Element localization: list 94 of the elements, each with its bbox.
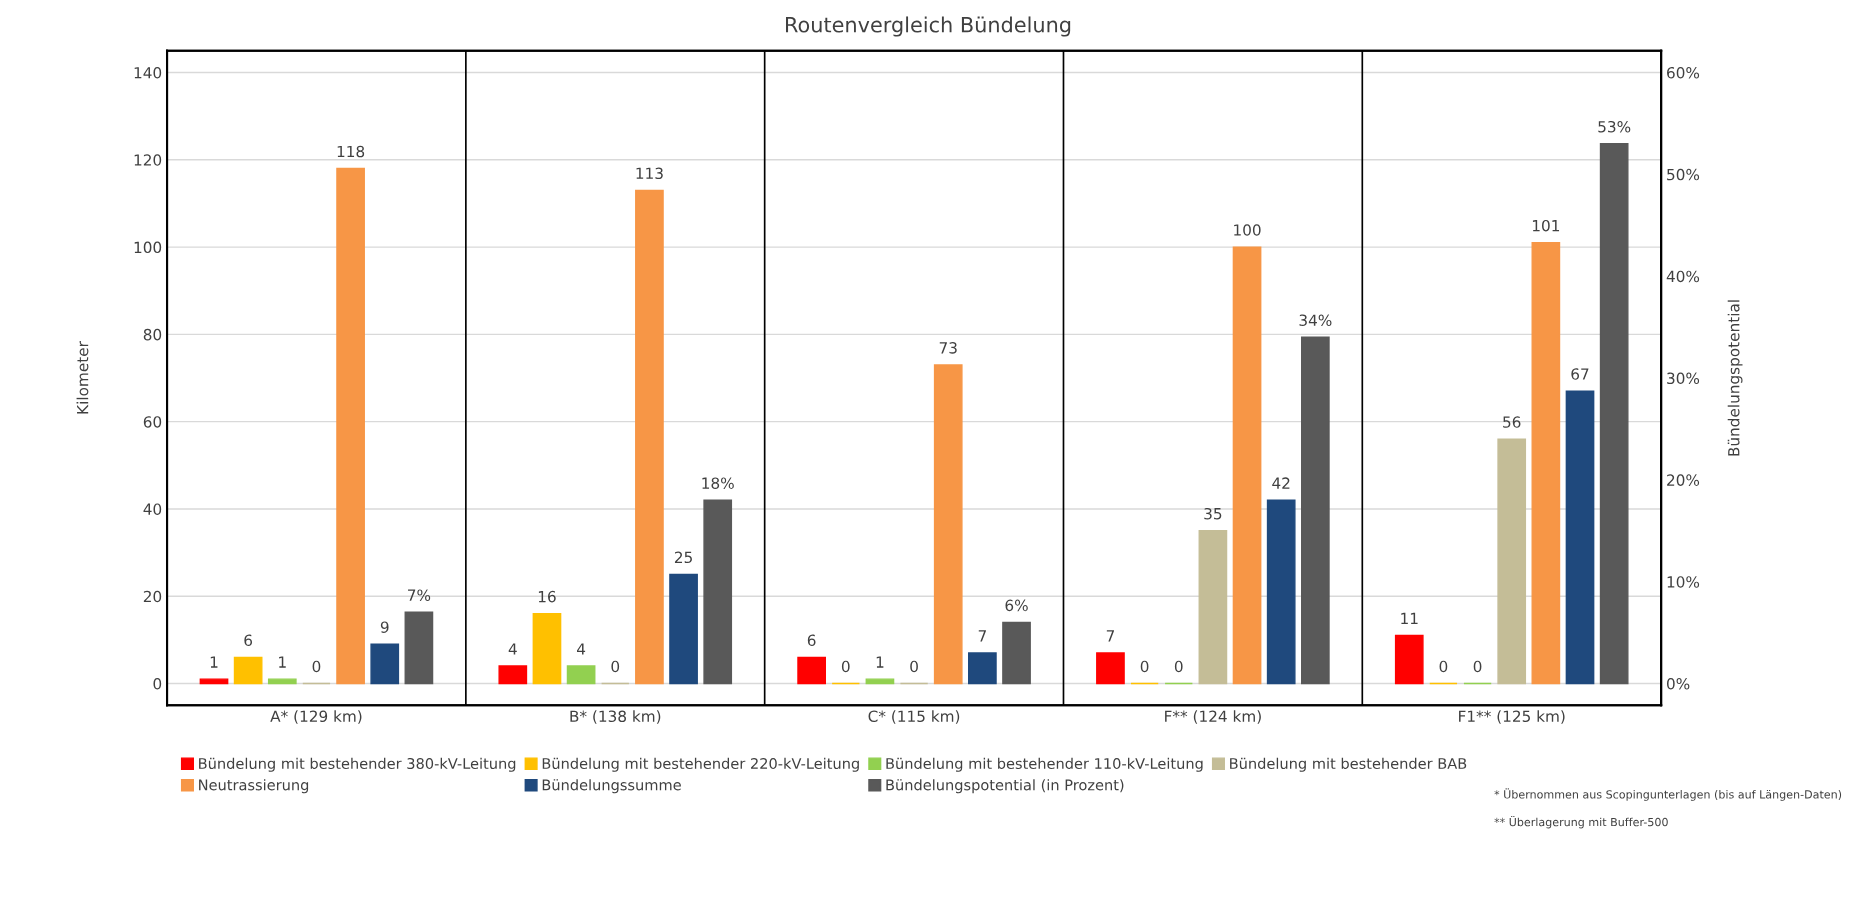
data-label: 0 xyxy=(1174,660,1183,673)
x-tick-label: C* (115 km) xyxy=(868,710,960,724)
text: ** Überlagerung mit Buffer-500 xyxy=(1494,815,1668,829)
data-label: 100 xyxy=(1234,224,1261,236)
data-label: 4 xyxy=(508,643,517,655)
data-label: 0 xyxy=(312,660,321,673)
bar xyxy=(1599,143,1629,685)
y2-tick-label: 20% xyxy=(1667,474,1700,486)
data-label: 9 xyxy=(380,621,389,633)
bar xyxy=(1198,530,1228,685)
legend-label: Neutrassierung xyxy=(199,779,309,794)
bar xyxy=(566,665,596,685)
bar xyxy=(635,189,664,685)
bar xyxy=(1565,390,1595,685)
data-label: 35 xyxy=(1204,507,1222,520)
data-label: 1 xyxy=(876,656,884,668)
y-axis-title: Kilometer xyxy=(76,341,89,414)
data-label: 1 xyxy=(210,656,218,668)
bar xyxy=(199,678,229,685)
bar xyxy=(865,678,895,685)
legend-label: Bündelungspotential (in Prozent) xyxy=(886,779,1124,794)
data-label: 6 xyxy=(807,634,816,647)
legend-label: Bündelungssumme xyxy=(542,779,681,794)
data-label: 6 xyxy=(244,634,253,647)
x-tick-label: F1** (125 km) xyxy=(1459,710,1565,724)
data-label: 53% xyxy=(1598,120,1631,133)
data-label: 7 xyxy=(1106,630,1114,642)
data-label: 0 xyxy=(910,660,918,673)
data-label: 1 xyxy=(279,656,286,668)
data-label: 67 xyxy=(1571,368,1589,380)
y-tick-label: 60 xyxy=(143,416,162,428)
y2-tick-label: 40% xyxy=(1666,270,1700,283)
legend-label: Bündelung mit bestehender BAB xyxy=(1230,757,1467,772)
bar xyxy=(933,364,963,685)
y-tick-label: 80 xyxy=(143,328,162,341)
bar xyxy=(703,499,733,685)
legend-label: Bündelung mit bestehender 110-kV-Leitung xyxy=(886,757,1203,772)
legend-label: Bündelung mit bestehender 220-kV-Leitung xyxy=(542,757,859,772)
data-label: 0 xyxy=(1473,660,1482,673)
data-label: 18% xyxy=(702,477,734,489)
y2-tick-label: 10% xyxy=(1667,576,1700,588)
data-label: 0 xyxy=(1140,660,1149,673)
data-label: 73 xyxy=(939,342,957,354)
bar xyxy=(1394,634,1424,685)
chart-title: Routenvergleich Bündelung xyxy=(786,16,1071,37)
data-label: 7% xyxy=(408,589,431,601)
legend-label: Bündelung mit bestehender 380-kV-Leitung xyxy=(199,757,516,772)
data-label: 16 xyxy=(538,590,556,603)
bar xyxy=(968,652,997,685)
bar xyxy=(1232,246,1262,685)
data-label: 56 xyxy=(1503,416,1521,428)
bar xyxy=(797,656,826,685)
data-label: 0 xyxy=(611,660,620,673)
bar xyxy=(532,612,562,685)
data-label: 6% xyxy=(1005,599,1028,612)
bar xyxy=(1096,652,1125,685)
bar xyxy=(233,656,263,685)
bar xyxy=(370,643,400,685)
bar xyxy=(267,678,297,685)
data-label: 4 xyxy=(577,643,586,655)
y-tick-label: 40 xyxy=(143,503,162,515)
y-tick-label: 20 xyxy=(143,590,162,603)
data-label: 118 xyxy=(337,145,365,158)
data-label: 101 xyxy=(1532,219,1560,232)
data-label: 0 xyxy=(841,660,850,673)
data-label: 25 xyxy=(674,551,692,564)
x-tick-label: B* (138 km) xyxy=(570,710,661,724)
bar xyxy=(498,665,528,685)
bar xyxy=(1497,438,1527,685)
data-label: 34% xyxy=(1299,314,1332,326)
text: * Übernommen aus Scopingunterlagen (bis auf Längen-Daten) xyxy=(1494,788,1842,801)
bar xyxy=(336,167,365,685)
x-tick-label: A* (129 km) xyxy=(270,710,362,724)
bar xyxy=(1002,621,1031,685)
bar xyxy=(1531,242,1561,685)
x-tick-label: F** (124 km) xyxy=(1165,710,1261,724)
y-tick-label: 0 xyxy=(153,677,162,690)
y2-tick-label: 60% xyxy=(1667,66,1700,79)
data-label: 7 xyxy=(978,630,986,642)
y2-axis-title: Bündelungspotential xyxy=(1727,300,1743,456)
y2-tick-label: 30% xyxy=(1667,372,1700,385)
y2-tick-label: 50% xyxy=(1667,168,1700,181)
data-label: 113 xyxy=(636,167,663,180)
data-label: 42 xyxy=(1272,477,1290,489)
y-tick-label: 100 xyxy=(134,241,162,254)
y-tick-label: 140 xyxy=(134,67,162,79)
data-label: 0 xyxy=(1439,660,1448,673)
bar xyxy=(404,611,434,685)
bar xyxy=(669,573,698,685)
y2-tick-label: 0% xyxy=(1666,678,1690,690)
bar xyxy=(1266,499,1296,685)
bar xyxy=(1300,336,1330,685)
y-tick-label: 120 xyxy=(134,154,162,166)
data-label: 11 xyxy=(1401,612,1418,624)
